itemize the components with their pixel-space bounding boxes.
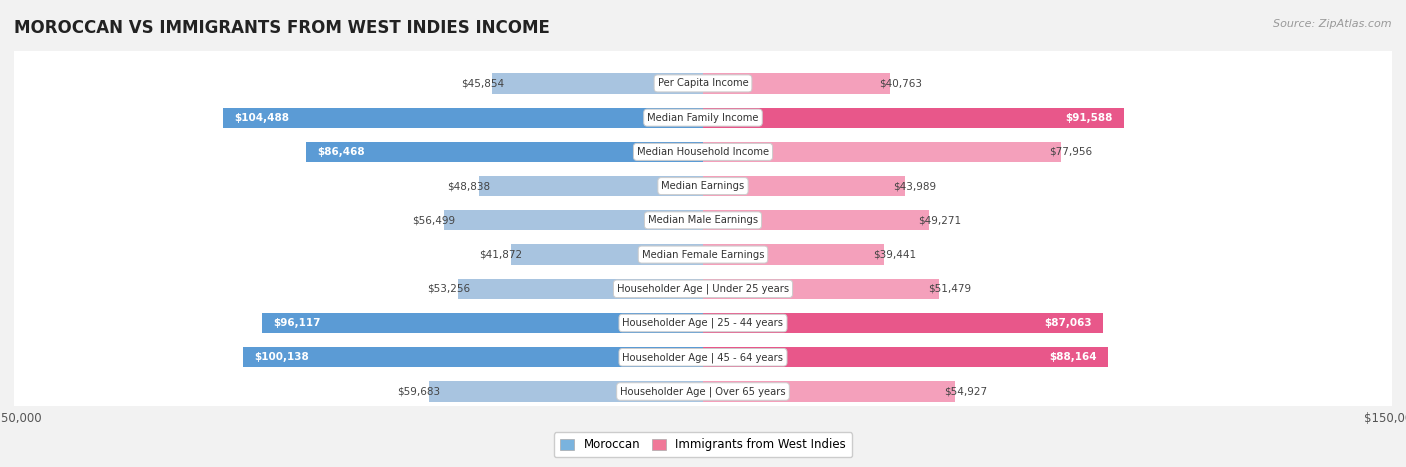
Text: $104,488: $104,488 [235,113,290,123]
Text: $49,271: $49,271 [918,215,960,226]
Text: Householder Age | Over 65 years: Householder Age | Over 65 years [620,386,786,397]
Text: $41,872: $41,872 [479,249,522,260]
Text: Median Family Income: Median Family Income [647,113,759,123]
Text: $53,256: $53,256 [427,284,470,294]
Text: Householder Age | 45 - 64 years: Householder Age | 45 - 64 years [623,352,783,362]
FancyBboxPatch shape [11,0,1395,467]
Bar [703,279,939,299]
Text: $45,854: $45,854 [461,78,503,88]
Legend: Moroccan, Immigrants from West Indies: Moroccan, Immigrants from West Indies [554,432,852,457]
Text: $54,927: $54,927 [943,387,987,396]
Text: $48,838: $48,838 [447,181,491,191]
FancyBboxPatch shape [11,0,1395,467]
FancyBboxPatch shape [11,0,1395,467]
FancyBboxPatch shape [11,0,1395,467]
Text: $77,956: $77,956 [1049,147,1092,157]
Text: Householder Age | Under 25 years: Householder Age | Under 25 years [617,283,789,294]
Text: Median Male Earnings: Median Male Earnings [648,215,758,226]
Text: $88,164: $88,164 [1049,352,1097,362]
Bar [492,73,703,93]
Text: $43,989: $43,989 [894,181,936,191]
Bar [703,142,1062,162]
FancyBboxPatch shape [11,0,1395,467]
Bar [703,73,890,93]
Text: Median Earnings: Median Earnings [661,181,745,191]
Text: $39,441: $39,441 [873,249,915,260]
FancyBboxPatch shape [11,0,1395,467]
FancyBboxPatch shape [11,0,1395,467]
Text: Source: ZipAtlas.com: Source: ZipAtlas.com [1274,19,1392,28]
Text: $91,588: $91,588 [1064,113,1112,123]
Bar [458,279,703,299]
Text: Median Female Earnings: Median Female Earnings [641,249,765,260]
Bar [703,382,955,402]
Bar [243,347,703,368]
Text: $56,499: $56,499 [412,215,456,226]
FancyBboxPatch shape [11,0,1395,467]
Bar [703,244,884,265]
FancyBboxPatch shape [11,0,1395,467]
Bar [703,107,1123,128]
Text: $40,763: $40,763 [879,78,922,88]
Text: Householder Age | 25 - 44 years: Householder Age | 25 - 44 years [623,318,783,328]
Bar [510,244,703,265]
Bar [262,313,703,333]
Text: $59,683: $59,683 [398,387,440,396]
Text: $100,138: $100,138 [254,352,309,362]
Bar [224,107,703,128]
Text: $96,117: $96,117 [273,318,321,328]
Text: $51,479: $51,479 [928,284,972,294]
Bar [703,347,1108,368]
Bar [429,382,703,402]
Bar [307,142,703,162]
FancyBboxPatch shape [11,0,1395,467]
Bar [703,210,929,230]
Bar [443,210,703,230]
Text: Per Capita Income: Per Capita Income [658,78,748,88]
Bar [478,176,703,196]
Text: $86,468: $86,468 [318,147,366,157]
Text: MOROCCAN VS IMMIGRANTS FROM WEST INDIES INCOME: MOROCCAN VS IMMIGRANTS FROM WEST INDIES … [14,19,550,37]
Bar [703,313,1102,333]
Bar [703,176,905,196]
Text: Median Household Income: Median Household Income [637,147,769,157]
Text: $87,063: $87,063 [1043,318,1091,328]
